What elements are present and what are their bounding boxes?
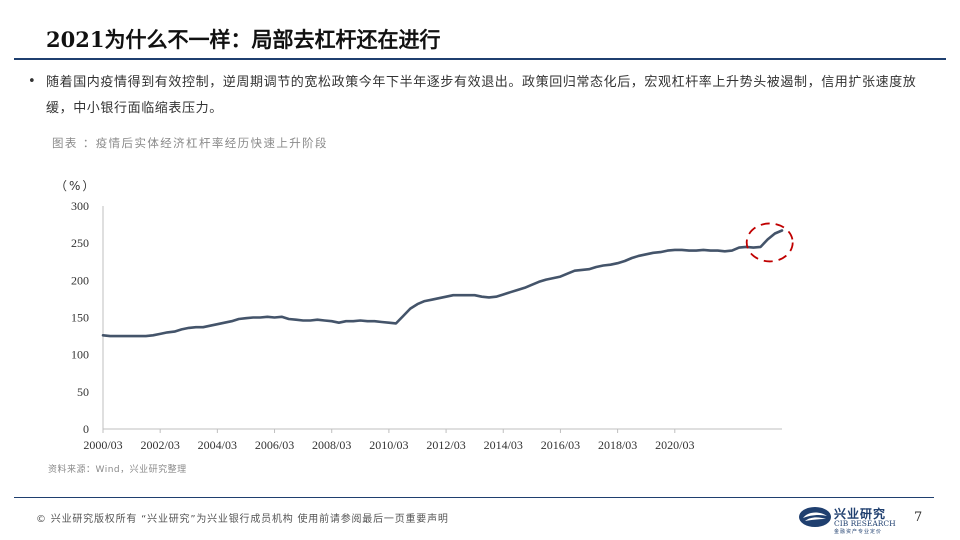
leverage-line-chart: 0 50 100 150 200 250 300 2000/03 2002/03 2004/03… bbox=[71, 199, 794, 452]
footer-disclaimer: © 兴业研究版权所有 “兴业研究”为兴业银行成员机构 使用前请参阅最后一页重要声… bbox=[36, 514, 449, 525]
x-tick-label: 2012/03 bbox=[426, 438, 465, 452]
x-tick-label: 2008/03 bbox=[312, 438, 351, 452]
logo-text-cn: 兴业研究 bbox=[834, 507, 887, 521]
y-tick-label: 300 bbox=[71, 199, 89, 213]
data-source: 资料来源：Wind，兴业研究整理 bbox=[48, 465, 187, 475]
chart-caption: 图表 ：疫情后实体经济杠杆率经历快速上升阶段 bbox=[52, 136, 328, 150]
x-tick-label: 2014/03 bbox=[484, 438, 523, 452]
bullet-icon: • bbox=[28, 74, 36, 89]
logo-text-sub: 金融资产专业定价 bbox=[834, 529, 883, 535]
x-tick-label: 2010/03 bbox=[369, 438, 408, 452]
x-tick-label: 2020/03 bbox=[655, 438, 694, 452]
series-line bbox=[101, 229, 784, 338]
x-tick-label: 2004/03 bbox=[198, 438, 237, 452]
x-tick-label: 2016/03 bbox=[541, 438, 580, 452]
y-tick-label: 50 bbox=[77, 385, 89, 399]
x-tick-label: 2006/03 bbox=[255, 438, 294, 452]
slide-title: 2021为什么不一样：局部去杠杆还在进行 bbox=[46, 27, 441, 52]
chart-axes bbox=[102, 206, 782, 430]
x-tick-label: 2000/03 bbox=[83, 438, 122, 452]
highlight-circle bbox=[745, 222, 794, 263]
page-number: 7 bbox=[914, 510, 923, 525]
y-tick-label: 200 bbox=[71, 273, 89, 287]
y-tick-label: 0 bbox=[83, 422, 89, 436]
y-tick-label: 250 bbox=[71, 236, 89, 250]
logo-text-en: CIB RESEARCH bbox=[834, 519, 896, 528]
y-tick-label: 150 bbox=[71, 311, 89, 325]
cib-logo: 兴业研究 CIB RESEARCH 金融资产专业定价 bbox=[798, 504, 908, 535]
logo-icon bbox=[799, 507, 831, 527]
y-axis-unit: （%） bbox=[55, 179, 97, 193]
y-tick-labels: 0 50 100 150 200 250 300 bbox=[71, 199, 89, 436]
x-tick-labels: 2000/03 2002/03 2004/03 2006/03 2008/03 2010/… bbox=[83, 429, 694, 452]
footer-divider bbox=[14, 497, 934, 498]
x-tick-label: 2002/03 bbox=[141, 438, 180, 452]
x-tick-label: 2018/03 bbox=[598, 438, 637, 452]
bullet-text: 随着国内疫情得到有效控制，逆周期调节的宽松政策今年下半年逐步有效退出。政策回归常… bbox=[46, 75, 917, 116]
title-divider bbox=[14, 58, 946, 60]
y-tick-label: 100 bbox=[71, 348, 89, 362]
